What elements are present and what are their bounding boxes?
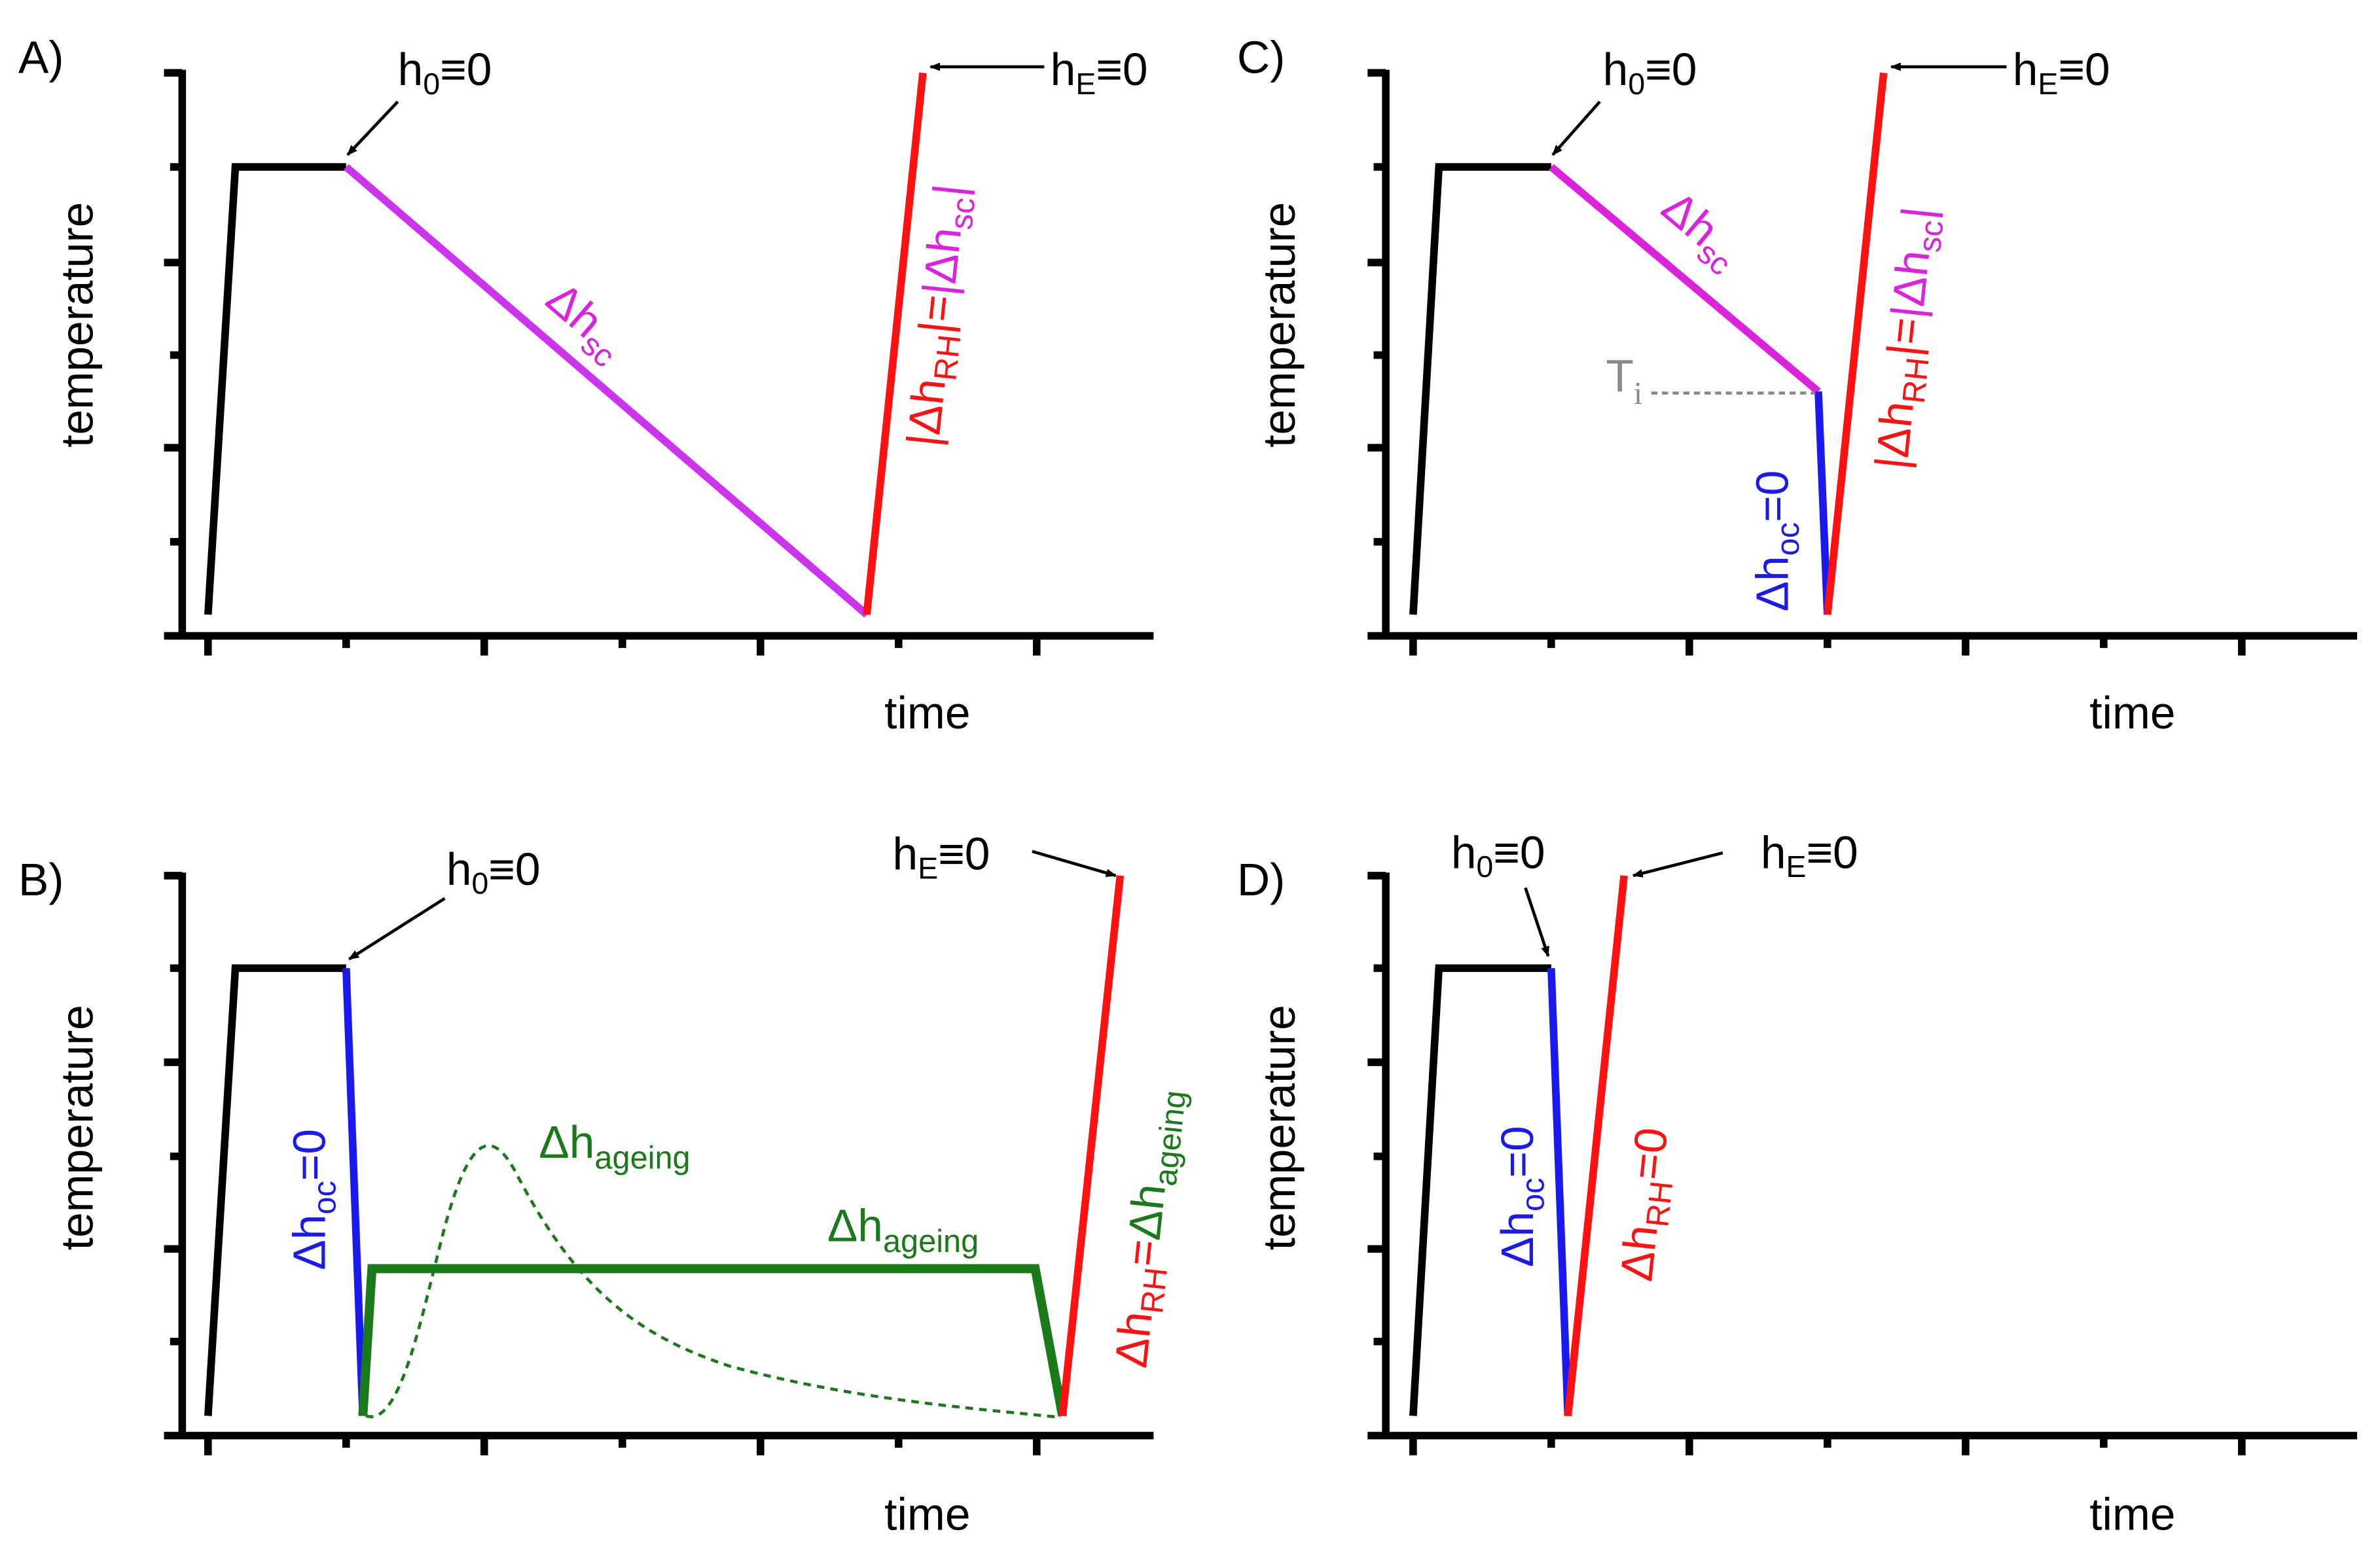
ageing-enthalpy-dotted-curve [365,1144,1062,1419]
reheating-curve [1564,875,1628,1416]
dh-sc-label: Δhsc [1648,181,1753,282]
panel-b: B) temperature time h0≡0 hE≡0 [18,829,1193,1540]
hE-label: hE≡0 [893,829,990,886]
fast-cooling-curve [342,968,367,1416]
dh-rh-label: ΔhRH=0 [1610,1125,1685,1284]
dh-oc-label: Δhoc=0 [283,1129,342,1270]
hE-arrow [1032,850,1117,878]
h0-label: h0≡0 [446,844,541,901]
y-axis-label: temperature [1253,1005,1305,1250]
ti-label: Ti [1606,350,1642,411]
reheating-curve [1058,875,1125,1416]
panel-c: C) temperature time Ti h0≡0 [1237,31,2358,738]
fast-cooling-curve [1814,391,1831,615]
fast-cooling-curve [1547,968,1572,1416]
panel-a: A) temperature time h0≡0 hE≡0 Δhsc [18,31,1154,738]
axes-d [1367,872,2358,1456]
h0-label: h0≡0 [1451,827,1545,884]
panel-label-c: C) [1237,31,1285,82]
y-axis-label: temperature [52,1005,103,1250]
heat-and-hold-curve [1409,163,1551,615]
rh-eq-sc-label: |ΔhRH|=|Δhsc| [897,181,983,449]
axes-a [164,69,1154,656]
x-axis-label: time [884,1488,970,1539]
h0-arrow [1524,887,1550,957]
hE-label: hE≡0 [2013,44,2110,101]
dh-oc-label: Δhoc=0 [1747,471,1806,612]
panel-label-d: D) [1237,854,1285,905]
hE-arrow [1632,851,1723,878]
h0-arrow [346,100,399,156]
hE-label: hE≡0 [1761,827,1858,884]
panel-label-b: B) [18,854,64,905]
heat-and-hold-curve [204,163,346,615]
heat-and-hold-curve [1409,964,1551,1416]
hE-label: hE≡0 [1051,44,1148,101]
h0-arrow [1551,100,1601,156]
dh-oc-label: Δhoc=0 [1492,1126,1551,1267]
slow-cooling-curve [1549,164,1821,395]
h0-arrow [348,897,446,961]
rh-eq-ageing-label: ΔhRH=Δhageing [1105,1086,1193,1371]
h0-label: h0≡0 [1603,44,1697,101]
dh-sc-label: Δhsc [532,272,636,374]
dh-ageing-peak-label: Δhageing [539,1117,690,1175]
axes-b [164,872,1154,1456]
dh-ageing-line-label: Δhageing [827,1200,979,1259]
h0-label: h0≡0 [398,44,492,101]
ageing-curve [358,1264,1068,1417]
y-axis-label: temperature [52,202,103,448]
rh-eq-sc-label: |ΔhRH|=|Δhsc| [1866,204,1952,472]
x-axis-label: time [2089,1488,2175,1539]
panel-label-a: A) [18,31,64,82]
x-axis-label: time [2089,687,2175,738]
axes-c [1367,69,2358,656]
slow-cooling-curve [344,164,869,618]
heat-and-hold-curve [204,964,346,1416]
reheating-curve [1824,72,1888,615]
y-axis-label: temperature [1253,202,1305,448]
reheating-curve [863,72,927,615]
x-axis-label: time [884,687,970,738]
panel-d: D) temperature time h0≡0 hE≡0 Δhoc=0 [1237,827,2358,1539]
